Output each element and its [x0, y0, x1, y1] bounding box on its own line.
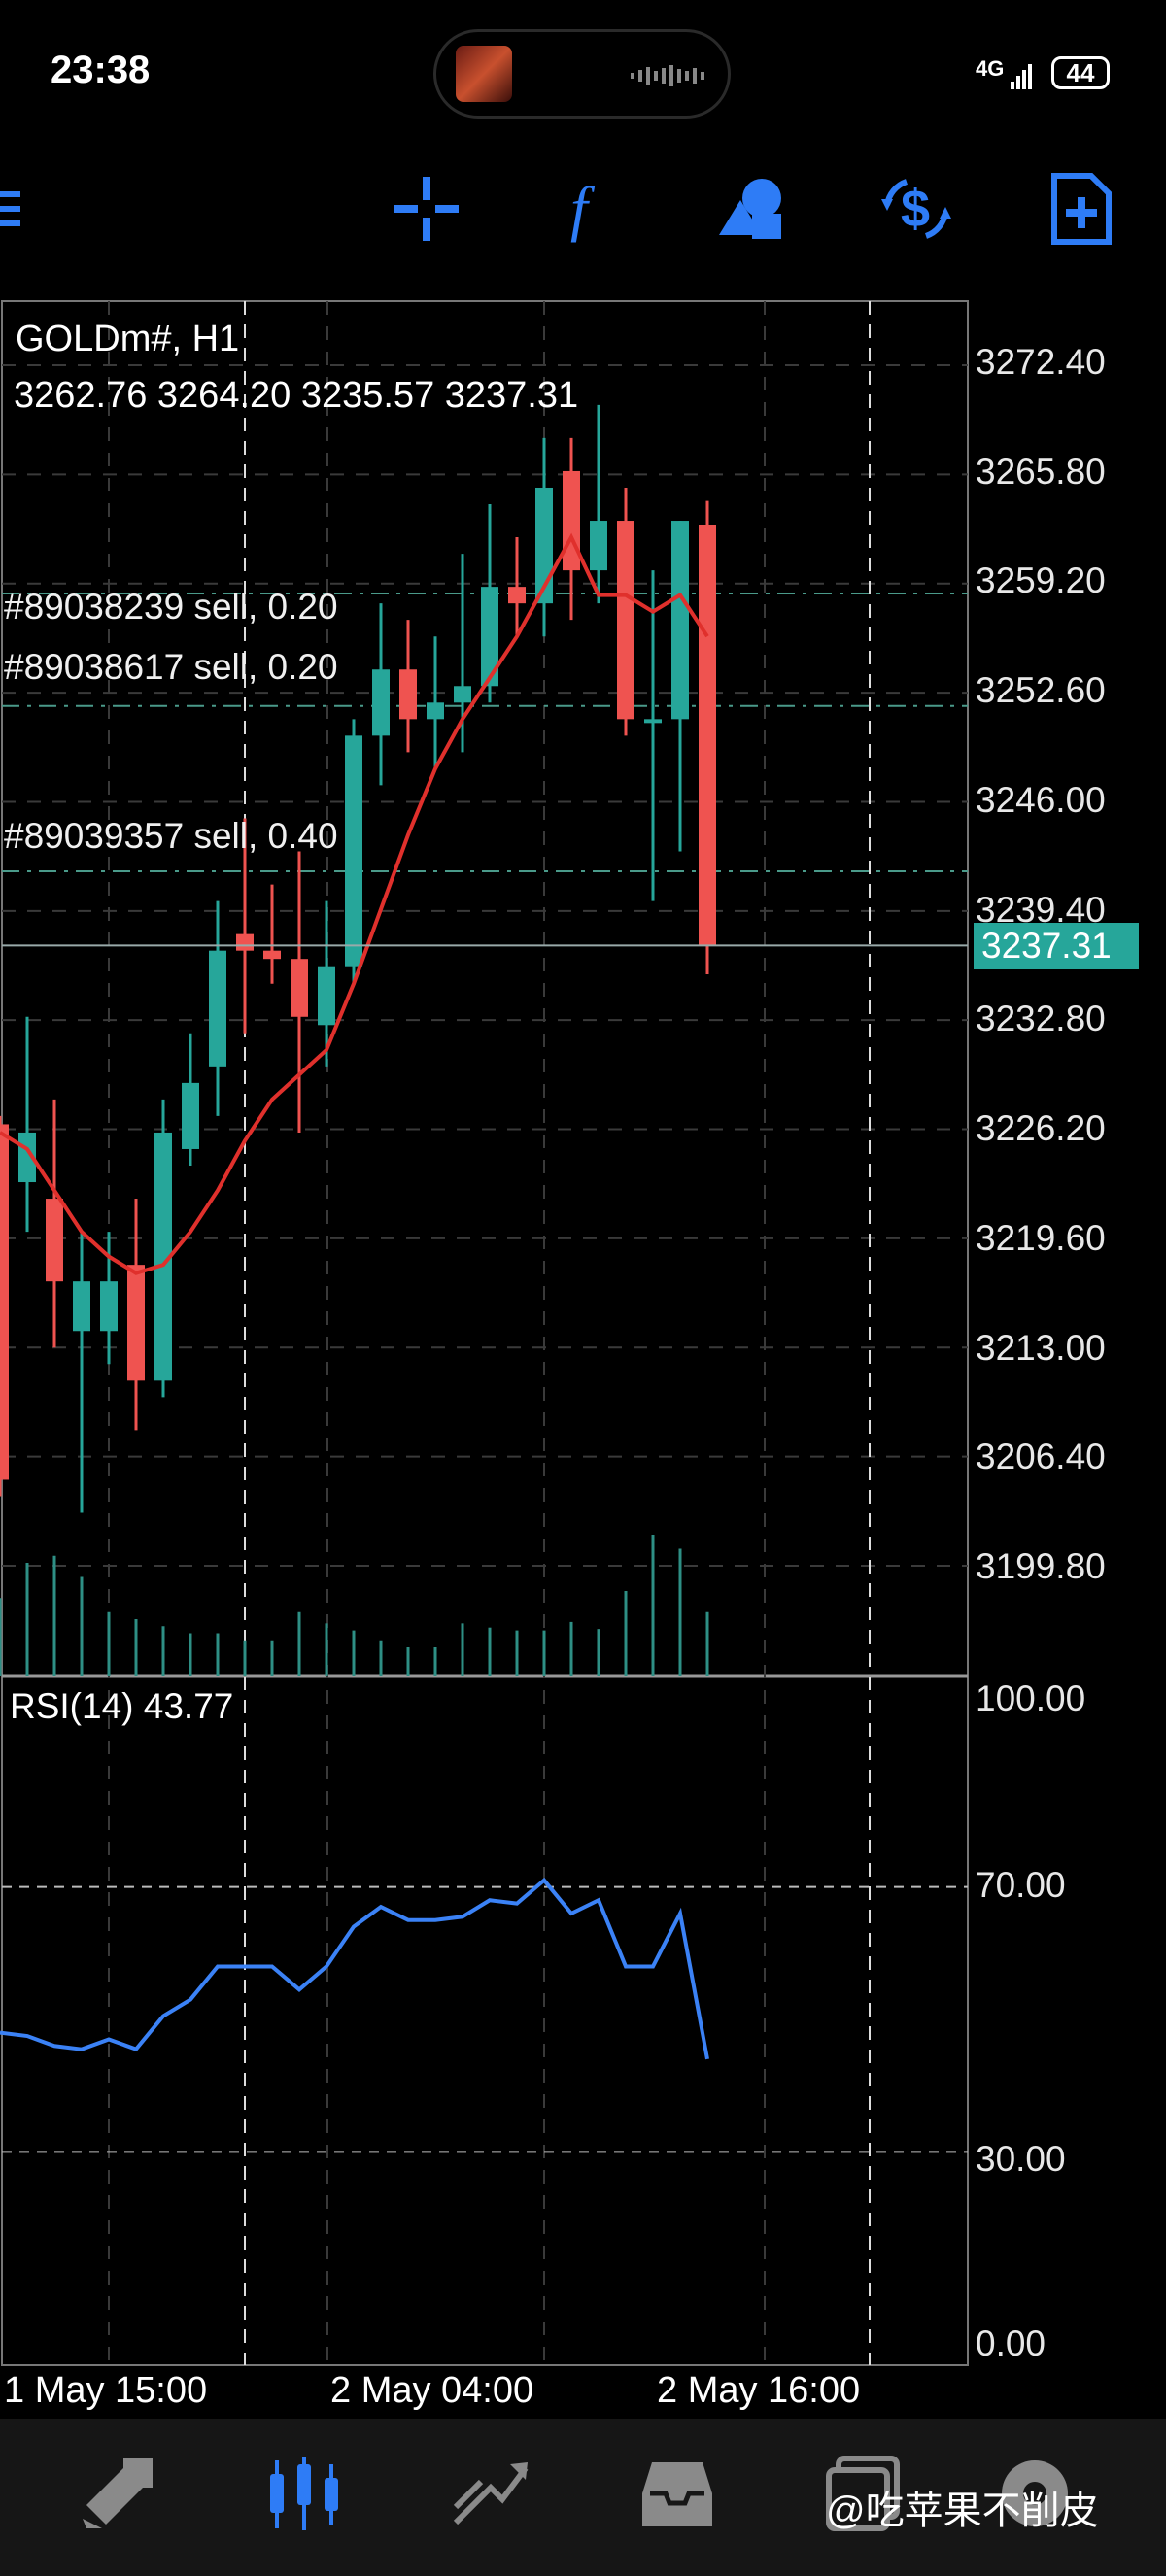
- candle-body: [563, 470, 580, 571]
- dynamic-island[interactable]: [433, 29, 731, 119]
- candle-body: [372, 669, 390, 736]
- symbol-timeframe: GOLDm#, H1: [16, 319, 240, 359]
- candle-body: [699, 525, 716, 946]
- indicator-function-icon[interactable]: f: [546, 165, 634, 253]
- order-label[interactable]: #89039357 sell, 0.40: [4, 816, 338, 856]
- price-axis-label: 3213.00: [976, 1328, 1106, 1368]
- watermark: @吃苹果不削皮: [826, 2490, 1099, 2532]
- candle-body: [291, 959, 308, 1017]
- new-order-icon[interactable]: [1038, 165, 1125, 253]
- candle-body: [644, 719, 662, 724]
- moving-average-line: [0, 532, 709, 1275]
- status-time: 23:38: [51, 49, 151, 91]
- objects-icon[interactable]: [709, 165, 797, 253]
- bottom-navigation: [0, 2419, 1166, 2576]
- price-axis-label: 3199.80: [976, 1546, 1106, 1586]
- rsi-level-label: 0.00: [976, 2323, 1046, 2363]
- price-axis-label: 3232.80: [976, 999, 1106, 1038]
- candle-body: [263, 950, 281, 960]
- candle-body: [127, 1265, 145, 1381]
- trade-dollar-icon[interactable]: $: [873, 165, 960, 253]
- chart-icon[interactable]: [251, 2440, 358, 2547]
- candle-body: [427, 702, 444, 720]
- settings-icon[interactable]: [981, 2440, 1088, 2547]
- candle-body: [535, 487, 553, 604]
- network-type: 4G: [976, 56, 1005, 81]
- candle-body: [345, 735, 362, 967]
- price-axis-label: 3226.20: [976, 1108, 1106, 1148]
- time-axis-label: 2 May 04:00: [330, 2370, 534, 2411]
- svg-text:f: f: [570, 175, 596, 243]
- crosshair-icon[interactable]: [383, 165, 470, 253]
- audio-wave-icon: [631, 65, 704, 86]
- candle-body: [508, 587, 526, 604]
- candle-body: [399, 669, 417, 720]
- candle-body: [617, 521, 634, 720]
- candle-body: [481, 587, 498, 687]
- volume-bars: [0, 1535, 709, 1676]
- candle-body: [73, 1281, 90, 1332]
- candle-body: [454, 686, 471, 703]
- menu-icon[interactable]: [0, 165, 60, 253]
- messages-icon[interactable]: [810, 2440, 917, 2547]
- candle-body: [0, 1124, 9, 1480]
- order-label[interactable]: #89038617 sell, 0.20: [4, 647, 338, 687]
- candles: [0, 404, 716, 1513]
- candle-body: [590, 521, 607, 571]
- rsi-grid: [2, 1885, 968, 2153]
- rsi-level-label: 70.00: [976, 1865, 1066, 1905]
- trade-icon[interactable]: [437, 2440, 544, 2547]
- candle-body: [209, 950, 226, 1067]
- time-axis-label: 2 May 16:00: [657, 2370, 861, 2411]
- price-axis-label: 3246.00: [976, 780, 1106, 820]
- current-price-badge: 3237.31: [974, 923, 1139, 969]
- price-axis-label: 3265.80: [976, 452, 1106, 491]
- candle-body: [100, 1281, 118, 1332]
- candle-body: [46, 1199, 63, 1282]
- quotes-icon[interactable]: [64, 2440, 171, 2547]
- rsi-line: [0, 1877, 709, 2060]
- candle-body: [182, 1082, 199, 1149]
- price-axis-label: 3206.40: [976, 1437, 1106, 1476]
- candle-body: [671, 521, 689, 720]
- candle-body: [318, 966, 335, 1026]
- chart-canvas[interactable]: [0, 291, 1166, 2380]
- rsi-label: RSI(14) 43.77: [10, 1686, 234, 1726]
- order-label[interactable]: #89038239 sell, 0.20: [4, 587, 338, 627]
- candle-body: [236, 933, 254, 951]
- price-axis-label: 3219.60: [976, 1218, 1106, 1258]
- time-axis-label: 1 May 15:00: [4, 2370, 208, 2411]
- price-axis-label: 3272.40: [976, 342, 1106, 382]
- rsi-level-label: 100.00: [976, 1678, 1086, 1718]
- chart-grid: [1, 300, 969, 2366]
- signal-icon: [1011, 64, 1032, 89]
- battery-level: 44: [1051, 56, 1110, 89]
- price-axis-label: 3252.60: [976, 670, 1106, 710]
- history-icon[interactable]: [624, 2440, 731, 2547]
- candle-body: [154, 1132, 172, 1381]
- price-axis-label: 3259.20: [976, 560, 1106, 600]
- svg-text:$: $: [901, 180, 930, 238]
- music-cover-icon: [456, 46, 512, 102]
- rsi-level-label: 30.00: [976, 2139, 1066, 2179]
- ohlc-values: 3262.76 3264.20 3235.57 3237.31: [14, 375, 579, 416]
